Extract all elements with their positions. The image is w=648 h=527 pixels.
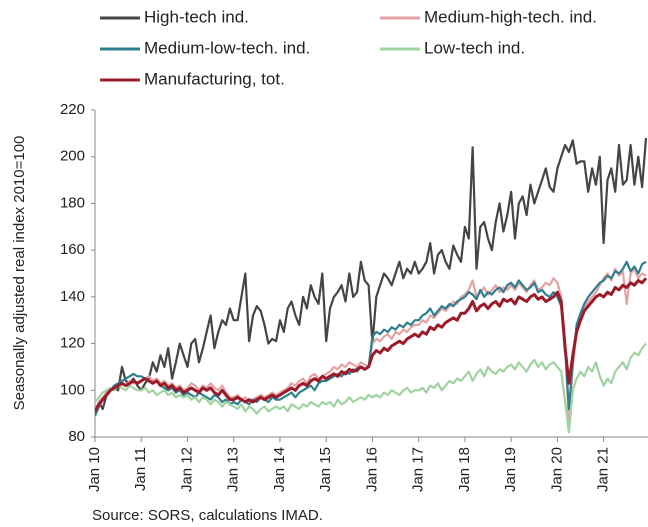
y-tick-label: 200 xyxy=(60,148,85,165)
legend-label: Low-tech ind. xyxy=(424,38,525,57)
source: Source: SORS, calculations IMAD. xyxy=(92,507,323,524)
x-tick-label: Jan 14 xyxy=(271,447,288,492)
series-line xyxy=(95,260,647,417)
x-tick-label: Jan 12 xyxy=(178,447,195,492)
x-tick-label: Jan 11 xyxy=(132,447,149,491)
legend-label: Manufacturing, tot. xyxy=(144,69,285,88)
y-tick-label: 160 xyxy=(60,241,85,258)
x-tick-label: Jan 18 xyxy=(456,447,473,492)
x-tick-label: Jan 16 xyxy=(363,447,380,492)
series-line xyxy=(95,342,647,434)
y-tick-label: 140 xyxy=(60,288,85,305)
x-tick-label: Jan 20 xyxy=(548,447,565,492)
legend-label: High-tech ind. xyxy=(144,7,249,26)
series-line xyxy=(95,137,648,414)
y-tick-label: 100 xyxy=(60,381,85,398)
legend-label: Medium-low-tech. ind. xyxy=(144,38,310,57)
x-tick-label: Jan 10 xyxy=(86,447,103,492)
y-tick-label: 120 xyxy=(60,335,85,352)
y-tick-label: 220 xyxy=(60,101,85,118)
x-tick-label: Jan 21 xyxy=(595,447,612,492)
x-tick-label: Jan 13 xyxy=(225,447,242,492)
y-tick-label: 80 xyxy=(68,428,85,445)
legend-label: Medium-high-tech. ind. xyxy=(424,7,597,26)
series-line xyxy=(95,277,648,413)
x-tick-label: Jan 15 xyxy=(317,447,334,492)
y-tick-label: 180 xyxy=(60,194,85,211)
x-tick-label: Jan 17 xyxy=(410,447,427,492)
x-tick-label: Jan 19 xyxy=(502,447,519,492)
y-axis-label: Seasonally adjusted real index 2010=100 xyxy=(11,136,28,411)
